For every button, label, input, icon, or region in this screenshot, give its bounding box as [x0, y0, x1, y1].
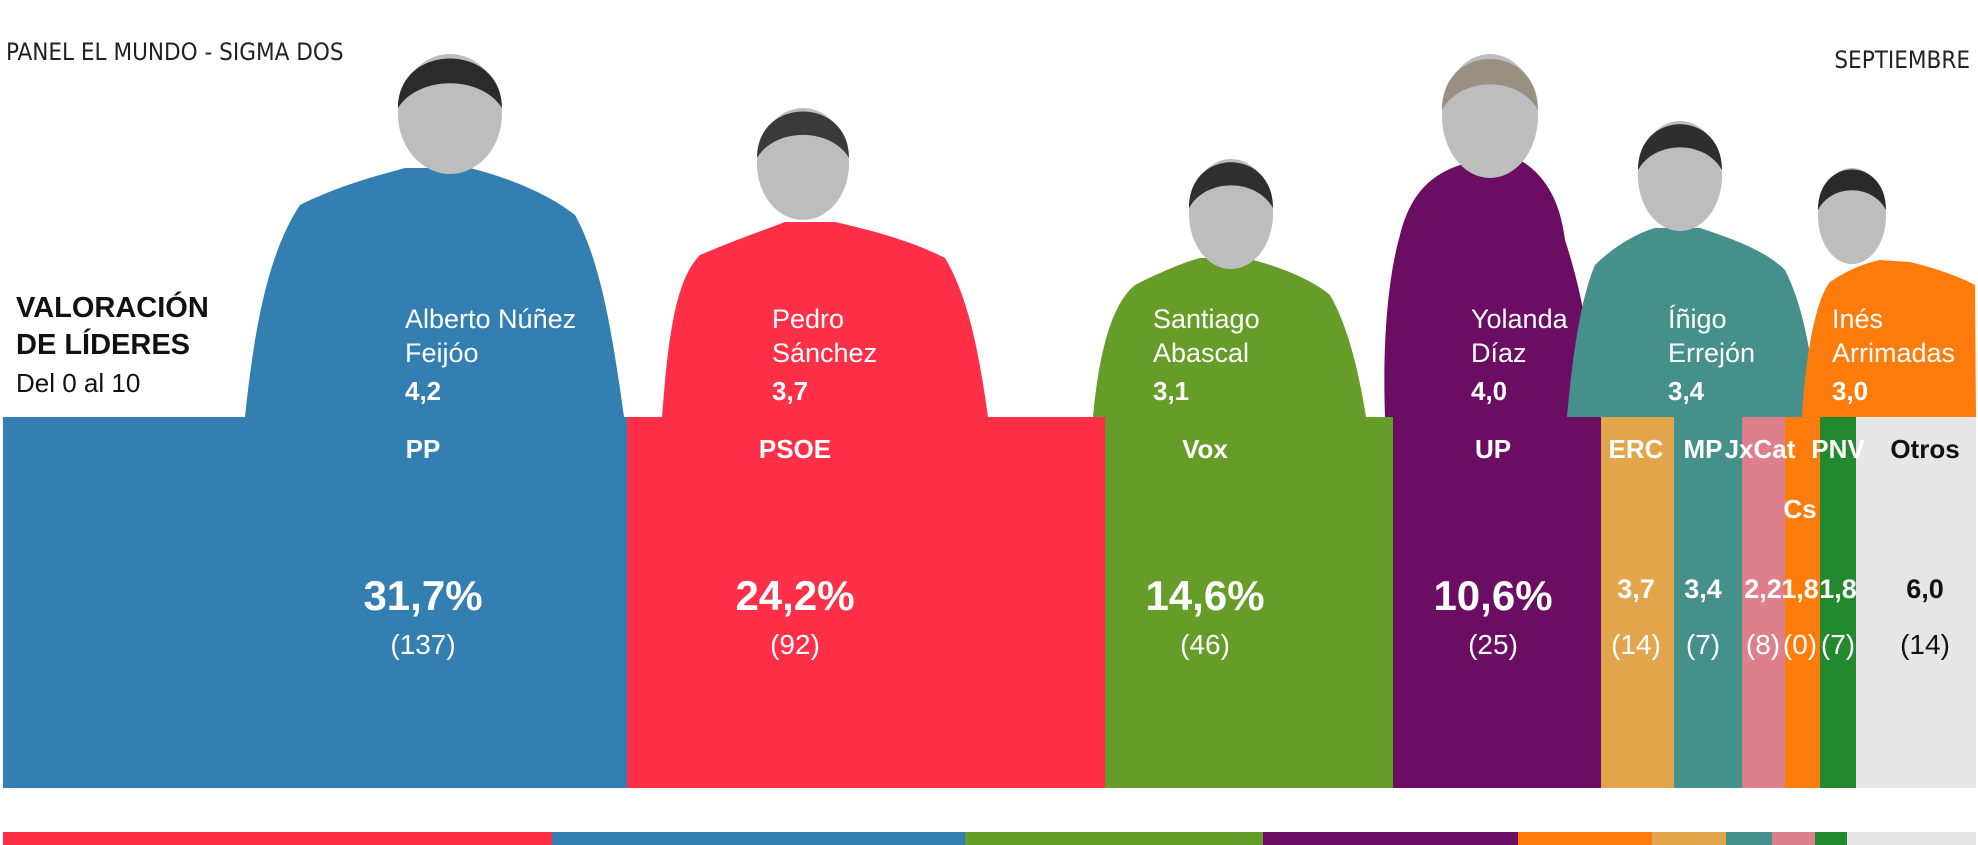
seat-count: (25) [1468, 629, 1518, 660]
party-label: PP [406, 434, 441, 464]
leader-name-line2: Errejón [1668, 338, 1755, 368]
leader-name-line1: Pedro [772, 304, 844, 334]
leader-silhouette [662, 222, 988, 417]
leader-hair [1818, 169, 1886, 210]
leader-silhouette [1567, 228, 1818, 417]
bar-cs [1785, 417, 1820, 788]
leader-silhouette [245, 168, 624, 417]
leader-figure-psoe [662, 108, 988, 417]
party-label: UP [1475, 434, 1511, 464]
seat-count: (8) [1746, 629, 1780, 660]
leader-name-line1: Alberto Núñez [405, 304, 576, 334]
vote-percent: 6,0 [1906, 574, 1944, 604]
previous-bar-erc [1652, 832, 1726, 845]
previous-bar-mp [1726, 832, 1772, 845]
previous-bar-pp [552, 832, 965, 845]
legend-subtitle: Del 0 al 10 [16, 368, 141, 398]
leader-rating-legend: VALORACIÓN DE LÍDERES Del 0 al 10 [16, 290, 209, 399]
seat-count: (0) [1783, 629, 1817, 660]
bar-jxcat [1742, 417, 1785, 788]
previous-bar-jxcat [1772, 832, 1815, 845]
seat-count: (92) [770, 629, 820, 660]
seat-count: (7) [1686, 629, 1720, 660]
leader-name-line1: Yolanda [1471, 304, 1569, 334]
leader-hair [757, 111, 849, 158]
seat-count: (137) [390, 629, 455, 660]
leader-hair [398, 58, 502, 108]
party-label: Vox [1182, 434, 1228, 464]
leader-name-line2: Arrimadas [1832, 338, 1955, 368]
leader-hair [1638, 124, 1722, 170]
bar-pp [3, 417, 627, 788]
vote-percent: 24,2% [735, 572, 854, 619]
vote-percent: 2,2 [1744, 574, 1782, 604]
leader-silhouette [1384, 160, 1598, 417]
bar-psoe [627, 417, 1105, 788]
leader-rating: 3,0 [1832, 376, 1868, 406]
source-label: PANEL EL MUNDO - SIGMA DOS [6, 38, 344, 66]
leader-name-line2: Díaz [1471, 338, 1527, 368]
vote-percent: 3,7 [1617, 574, 1655, 604]
leader-rating: 3,1 [1153, 376, 1189, 406]
party-label: MP [1684, 434, 1723, 464]
leader-figure-cs [1802, 168, 1976, 417]
leader-name-line1: Santiago [1153, 304, 1260, 334]
leader-rating: 4,0 [1471, 376, 1507, 406]
leader-figure-up [1384, 54, 1598, 417]
bar-mp [1674, 417, 1742, 788]
leader-hair [1189, 162, 1273, 208]
seat-count: (14) [1611, 629, 1661, 660]
party-label: PNV [1811, 434, 1865, 464]
seat-count: (7) [1821, 629, 1855, 660]
leader-name-line1: Inés [1832, 304, 1883, 334]
bar-up [1393, 417, 1601, 788]
leader-rating: 3,7 [772, 376, 808, 406]
leader-silhouette [1093, 258, 1366, 417]
leader-hair [1442, 59, 1538, 110]
party-label: JxCat [1725, 434, 1796, 464]
legend-title-line1: VALORACIÓN [16, 292, 209, 324]
leader-figure-vox [1093, 159, 1366, 417]
leader-name-line2: Feijóo [405, 338, 479, 368]
seat-count: (46) [1180, 629, 1230, 660]
party-label: Otros [1890, 434, 1959, 464]
vote-percent: 1,8 [1781, 574, 1819, 604]
party-label: ERC [1609, 434, 1664, 464]
vote-percent: 14,6% [1145, 572, 1264, 619]
bar-otros [1856, 417, 1976, 788]
leader-figure-pp [245, 54, 624, 417]
bar-pnv [1820, 417, 1856, 788]
leader-silhouette [1802, 260, 1976, 417]
bar-erc [1601, 417, 1674, 788]
previous-bar-pnv [1815, 832, 1847, 845]
vote-percent: 31,7% [363, 572, 482, 619]
party-label: Cs [1783, 494, 1816, 524]
leader-rating: 3,4 [1668, 376, 1705, 406]
leader-name-line2: Abascal [1153, 338, 1249, 368]
previous-bar-up [1263, 832, 1518, 845]
seat-count: (14) [1900, 629, 1950, 660]
previous-bar-otros [1847, 832, 1976, 845]
leader-name-line2: Sánchez [772, 338, 877, 368]
previous-bar-vox [965, 832, 1263, 845]
party-label: PSOE [759, 434, 831, 464]
previous-bar-psoe [3, 832, 552, 845]
vote-percent: 3,4 [1684, 574, 1722, 604]
legend-title-line2: DE LÍDERES [16, 329, 191, 361]
month-label: SEPTIEMBRE [1834, 46, 1970, 74]
leader-figure-mp [1567, 121, 1818, 417]
vote-percent: 1,8 [1819, 574, 1857, 604]
bar-vox [1105, 417, 1393, 788]
leader-name-line1: Íñigo [1668, 304, 1727, 334]
leader-rating: 4,2 [405, 376, 441, 406]
vote-percent: 10,6% [1433, 572, 1552, 619]
previous-bar-cs [1518, 832, 1652, 845]
